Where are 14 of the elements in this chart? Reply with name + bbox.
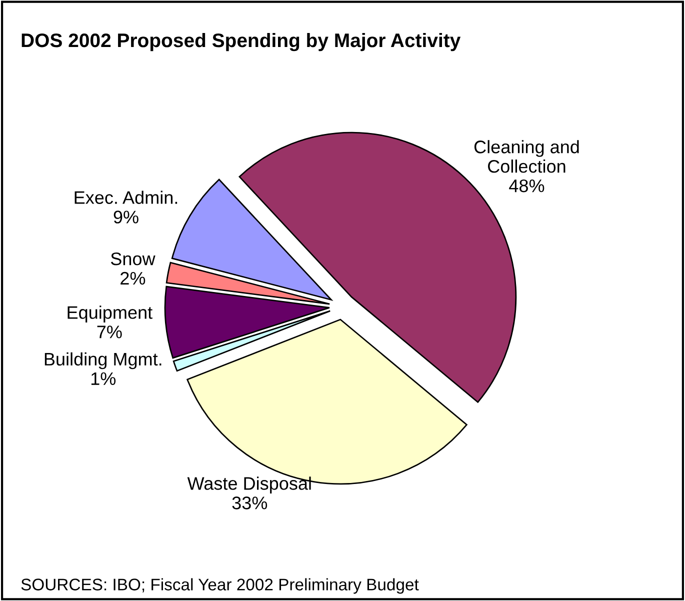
data-label: 7% <box>97 326 122 338</box>
slice-label: Equipment <box>68 306 152 322</box>
slice-label: Snow <box>110 252 156 266</box>
slice-label: Building Mgmt. <box>44 352 162 370</box>
slice-label: Cleaning and Collection <box>474 140 579 173</box>
chart-title: DOS 2002 Proposed Spending by Major Activity <box>22 32 461 52</box>
data-label: 33% <box>232 496 268 510</box>
data-label: 9% <box>114 210 138 224</box>
slice-label: Exec. Admin. <box>74 190 178 204</box>
source-note: SOURCES: IBO; Fiscal Year 2002 Preliminary Budget <box>21 578 419 594</box>
slice-label: Waste Disposal <box>187 476 311 494</box>
data-label: 48% <box>509 179 544 192</box>
data-label: 1% <box>91 372 116 385</box>
data-label: 2% <box>120 272 146 285</box>
